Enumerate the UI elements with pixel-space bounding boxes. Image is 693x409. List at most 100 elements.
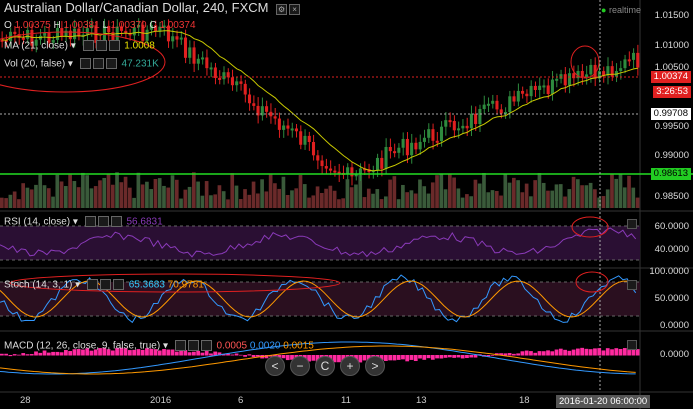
candle-body (623, 59, 627, 69)
volume-bar (571, 176, 576, 208)
close-icon[interactable] (110, 216, 122, 227)
pane-maximize-icon[interactable] (627, 340, 637, 350)
rsi-line (0, 227, 637, 258)
time-tick: 11 (341, 395, 351, 406)
volume-bar (281, 176, 286, 208)
close-icon[interactable] (108, 40, 120, 51)
candle-body (576, 70, 580, 79)
macd-hist-bar (93, 349, 98, 356)
volume-bar (345, 179, 350, 208)
macd-hist-bar (21, 353, 26, 356)
vol-value: 47.231K (121, 58, 159, 70)
macd-legend[interactable]: MACD (12, 26, close, 9, false, true) ▾ 0… (4, 340, 314, 352)
scroll-forward-button[interactable]: > (365, 356, 385, 376)
volume-bar (328, 185, 333, 208)
macd-hist-bar (179, 349, 183, 356)
macd-hist-bar (567, 350, 572, 356)
candle-body (128, 33, 132, 36)
eye-icon[interactable] (86, 279, 98, 290)
close-icon[interactable]: × (289, 3, 301, 15)
volume-bar (529, 196, 533, 208)
candle-body (363, 168, 367, 171)
settings-icon[interactable] (92, 58, 104, 69)
macd-hist-bar (123, 348, 128, 356)
macd-hist-bar (285, 355, 290, 361)
settings-icon[interactable] (187, 340, 199, 351)
settings-icon[interactable] (95, 40, 107, 51)
macd-hist-bar (618, 348, 623, 356)
zoom-in-button[interactable]: + (340, 356, 360, 376)
time-tick: 13 (416, 395, 427, 406)
macd-hist-bar (110, 350, 115, 356)
macd-hist-bar (422, 355, 427, 360)
candle-body (452, 120, 456, 131)
macd-hist-bar (507, 353, 512, 356)
zoom-out-button[interactable]: − (290, 356, 310, 376)
volume-bar (98, 180, 102, 208)
volume-bar (42, 185, 47, 208)
candle-body (457, 128, 461, 131)
candle-body (508, 96, 512, 113)
volume-bar (349, 187, 354, 208)
candle-body (222, 72, 226, 80)
volume-bar (516, 180, 520, 208)
volume-bar (354, 184, 358, 208)
volume-bar (25, 187, 30, 208)
candle-body (435, 140, 439, 143)
annotation-ellipse (0, 31, 166, 93)
candle-body (256, 105, 260, 116)
settings-icon[interactable]: ⚙ (276, 3, 288, 15)
rsi-legend[interactable]: RSI (14, close) ▾ 56.6831 (4, 216, 163, 228)
macd-hist-bar (204, 351, 209, 356)
volume-bar (209, 195, 213, 208)
eye-icon[interactable] (82, 40, 94, 51)
candle-body (516, 90, 520, 102)
pane-maximize-icon[interactable] (627, 280, 637, 290)
candle-body (384, 146, 388, 169)
volume-bar (503, 174, 508, 208)
volume-bar (486, 192, 491, 208)
volume-bar (614, 178, 619, 208)
close-value: 1.00374 (159, 20, 196, 31)
candle-body (401, 138, 405, 148)
vol-legend[interactable]: Vol (20, false) ▾ 47.231K (4, 58, 159, 70)
macd-hist-bar (192, 351, 196, 356)
volume-bar (136, 172, 141, 208)
macd-hist-bar (533, 352, 538, 356)
pane-maximize-icon[interactable] (627, 219, 637, 229)
macd-hist-bar (550, 351, 555, 356)
annotation-ellipse (9, 273, 341, 293)
macd-hist-bar (140, 349, 145, 356)
candle-body (495, 100, 499, 110)
candle-body (132, 27, 136, 36)
eye-icon[interactable] (174, 340, 186, 351)
settings-icon[interactable] (99, 279, 111, 290)
macd-hist-bar (546, 350, 550, 356)
stoch-legend[interactable]: Stoch (14, 3, 1) ▾ 65.3683 70.9781 (4, 279, 204, 291)
reset-button[interactable]: C (315, 356, 335, 376)
macd-hist-bar (85, 348, 90, 356)
eye-icon[interactable] (79, 58, 91, 69)
volume-bar (341, 198, 345, 208)
macd-hist-bar (217, 352, 222, 356)
candle-body (597, 71, 601, 79)
candle-body (499, 109, 503, 114)
close-icon[interactable] (112, 279, 124, 290)
close-icon[interactable] (200, 340, 212, 351)
candle-body (90, 25, 94, 29)
close-icon[interactable] (105, 58, 117, 69)
candle-body (277, 118, 281, 130)
macd-hist-bar (588, 349, 593, 356)
settings-icon[interactable] (97, 216, 109, 227)
scroll-back-button[interactable]: < (265, 356, 285, 376)
ma-legend[interactable]: MA (21, close) ▾ 1.0008 (4, 40, 155, 52)
volume-bar (401, 184, 405, 208)
candle-body (13, 31, 17, 35)
volume-bar (268, 174, 273, 208)
candle-body (478, 109, 482, 125)
rsi-tick: 40.0000 (654, 244, 689, 255)
eye-icon[interactable] (84, 216, 96, 227)
macd-hist-bar (311, 355, 316, 361)
